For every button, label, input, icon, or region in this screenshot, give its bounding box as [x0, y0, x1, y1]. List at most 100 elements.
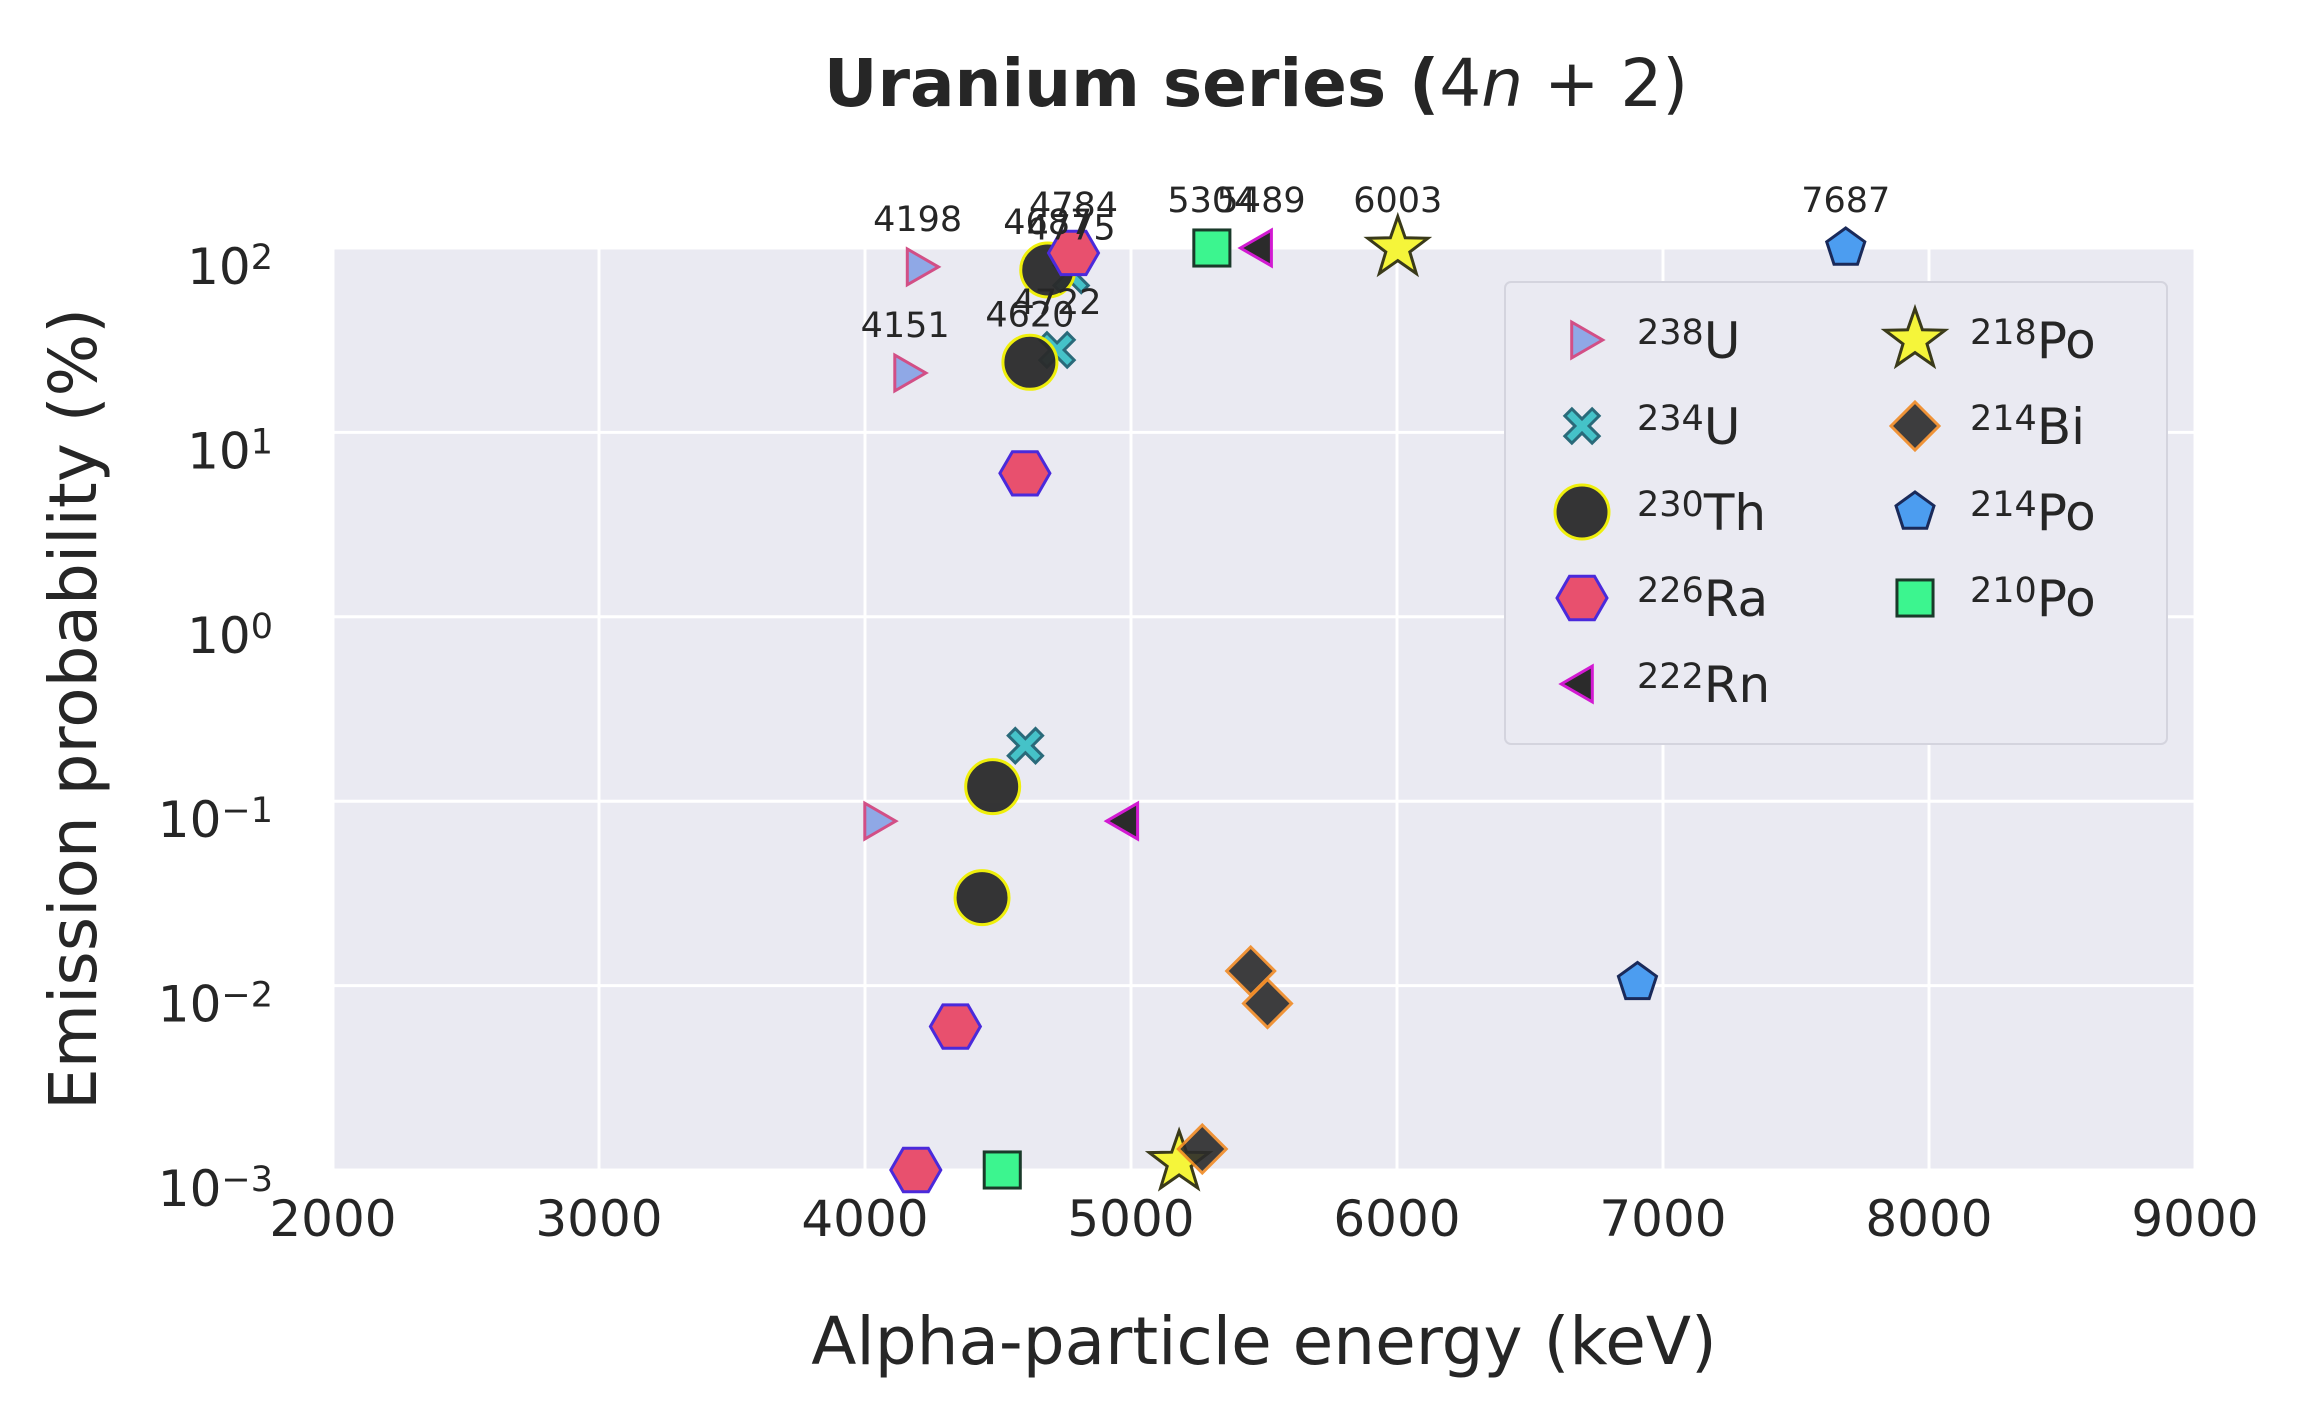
- y-tick-base: 10: [187, 607, 251, 665]
- x-tick-label: 9000: [2131, 1190, 2258, 1248]
- data-point: [1241, 977, 1294, 1030]
- data-point: [953, 869, 1011, 927]
- legend-marker: [1895, 578, 1935, 618]
- y-tick-label: 10−2: [158, 976, 273, 1034]
- legend-marker: [1894, 490, 1936, 530]
- data-point: [1176, 1122, 1229, 1176]
- legend-item: 226Ra: [1555, 570, 1768, 628]
- data-point: [1824, 226, 1867, 266]
- legend-item: 214Bi: [1888, 398, 2085, 456]
- data-point: [1046, 229, 1101, 277]
- legend-item: 210Po: [1895, 570, 2096, 628]
- legend-mass-number: 214: [1970, 485, 2037, 525]
- legend-item: 238U: [1570, 312, 1740, 370]
- x-tick-label: 3000: [535, 1190, 662, 1248]
- legend-label: 222Rn: [1637, 656, 1770, 714]
- data-point: [1237, 227, 1273, 269]
- legend-element: Th: [1703, 484, 1766, 542]
- series-226-ra: [889, 229, 1101, 1194]
- series-222-rn: [1103, 227, 1273, 842]
- point-annotation: 6003: [1353, 181, 1442, 221]
- legend-element: Po: [2037, 484, 2096, 542]
- legend: 238U234U230Th226Ra222Rn218Po214Bi214Po21…: [1504, 281, 2168, 745]
- legend-element: U: [1704, 312, 1741, 370]
- point-annotation: 4722: [1013, 283, 1102, 323]
- y-tick-exponent: 2: [251, 238, 273, 278]
- y-tick-base: 10: [187, 238, 251, 296]
- y-tick-label: 101: [187, 422, 273, 480]
- data-point: [1192, 228, 1232, 268]
- legend-mass-number: 230: [1637, 485, 1704, 525]
- chart-title-var: n: [1481, 45, 1523, 122]
- x-tick-label: 4000: [801, 1190, 928, 1248]
- point-annotation: 4784: [1029, 186, 1118, 226]
- legend-mass-number: 210: [1970, 571, 2037, 611]
- legend-label: 214Bi: [1970, 398, 2085, 456]
- legend-marker: [1558, 663, 1594, 705]
- legend-frame: [1504, 281, 2168, 745]
- legend-element: Po: [2037, 570, 2096, 628]
- y-tick-base: 10: [158, 791, 222, 849]
- data-point: [982, 1150, 1022, 1190]
- y-axis-label: Emission probability (%): [35, 308, 112, 1110]
- chart-title-expr: 4: [1439, 45, 1481, 122]
- point-annotation: 5304: [1167, 181, 1256, 221]
- x-tick-label: 5000: [1067, 1190, 1194, 1248]
- legend-mass-number: 238: [1637, 313, 1704, 353]
- data-point: [1006, 726, 1045, 765]
- y-tick-label: 102: [187, 238, 273, 296]
- y-tick-label: 10−1: [158, 791, 273, 849]
- chart-title: Uranium series (4n + 2): [824, 45, 1688, 122]
- data-points: [863, 211, 1867, 1194]
- y-tick-exponent: −1: [221, 792, 273, 832]
- data-point: [893, 352, 929, 394]
- legend-mass-number: 214: [1970, 399, 2037, 439]
- y-tick-exponent: −3: [221, 1160, 273, 1200]
- data-point: [998, 450, 1052, 497]
- x-tick-label: 7000: [1599, 1190, 1726, 1248]
- point-annotation: 4620: [985, 295, 1074, 335]
- data-point: [1103, 800, 1140, 842]
- point-annotation: 4775: [1027, 208, 1116, 248]
- legend-marker: [1553, 483, 1611, 541]
- point-annotation: 4687: [1003, 203, 1092, 243]
- y-tick-base: 10: [158, 1160, 222, 1218]
- data-point: [863, 800, 899, 842]
- legend-element: U: [1704, 398, 1741, 456]
- point-annotation: 4151: [861, 306, 950, 346]
- legend-element: Rn: [1704, 656, 1770, 714]
- legend-element: Bi: [2037, 398, 2085, 456]
- legend-item: 222Rn: [1558, 656, 1770, 714]
- legend-element: Po: [2037, 312, 2096, 370]
- chart-title-main: Uranium series (: [824, 45, 1439, 122]
- y-tick-label: 100: [187, 607, 273, 665]
- series-214-bi: [1176, 944, 1294, 1176]
- data-point: [1363, 211, 1433, 278]
- legend-item: 230Th: [1553, 483, 1766, 542]
- data-point: [1616, 960, 1659, 1001]
- data-point: [964, 758, 1022, 816]
- legend-label: 238U: [1637, 312, 1740, 370]
- y-tick-exponent: 0: [251, 607, 273, 647]
- y-tick-label: 10−3: [158, 1160, 273, 1218]
- legend-marker: [1570, 319, 1606, 361]
- legend-mass-number: 226: [1637, 571, 1704, 611]
- legend-mass-number: 218: [1970, 313, 2037, 353]
- point-annotation: 5489: [1217, 181, 1306, 221]
- point-annotation: 4198: [873, 200, 962, 240]
- legend-marker: [1888, 399, 1942, 453]
- legend-mass-number: 234: [1637, 399, 1704, 439]
- legend-item: 214Po: [1894, 484, 2096, 542]
- legend-marker: [1562, 406, 1602, 446]
- legend-marker: [1555, 574, 1609, 622]
- legend-element: Ra: [1704, 570, 1768, 628]
- series-210-po: [982, 228, 1232, 1190]
- series-230-th: [953, 241, 1077, 927]
- chart-title-rest: + 2): [1523, 45, 1688, 122]
- y-tick-exponent: −2: [221, 976, 273, 1016]
- legend-label: 218Po: [1970, 312, 2096, 370]
- legend-label: 230Th: [1637, 484, 1766, 542]
